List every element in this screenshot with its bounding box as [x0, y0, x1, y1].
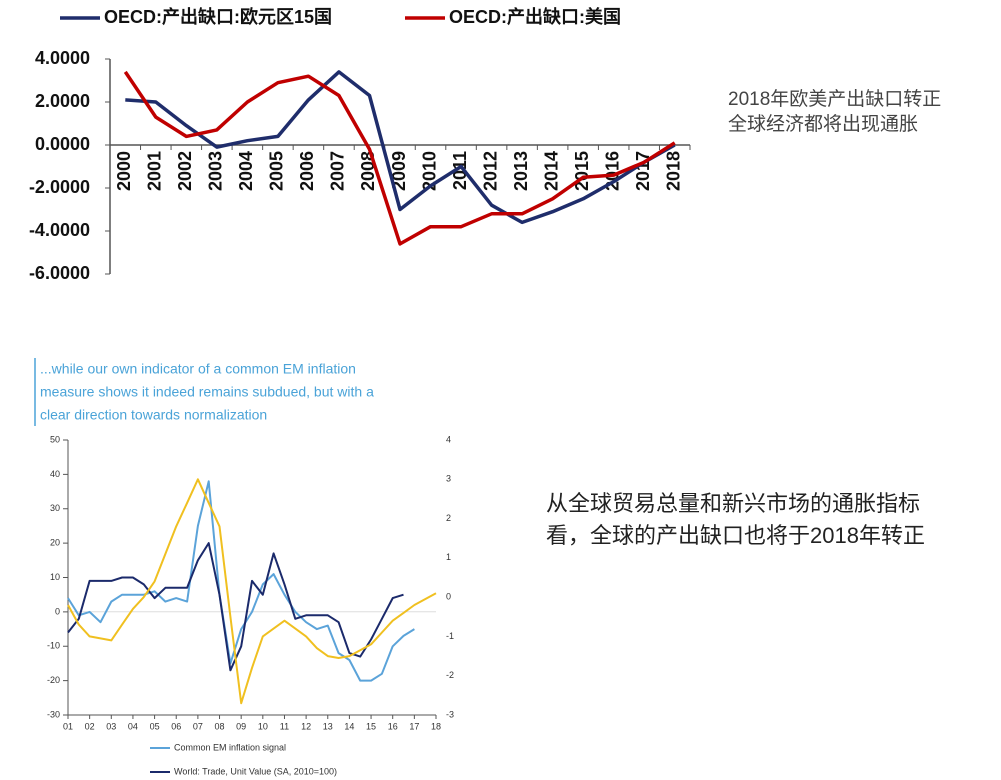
- series-line: [123, 70, 676, 246]
- series-line: [67, 478, 437, 705]
- x-tick-label: 11: [280, 721, 289, 731]
- y-tick-label: -20: [47, 675, 60, 685]
- x-tick-label: 06: [171, 721, 181, 731]
- series-line: [67, 542, 404, 672]
- subtitle: ...while our own indicator of a common E…: [40, 361, 356, 377]
- annotation: 从全球贸易总量和新兴市场的通胀指标: [546, 491, 920, 516]
- y2-tick-label: 0: [446, 592, 451, 602]
- x-tick-label: 2007: [328, 151, 348, 191]
- x-tick-label: 10: [258, 721, 268, 731]
- x-tick-label: 08: [215, 721, 225, 731]
- x-tick-label: 14: [344, 721, 354, 731]
- y2-tick-label: 2: [446, 513, 451, 523]
- y-tick-label: 0: [55, 606, 60, 616]
- x-tick-label: 04: [128, 721, 138, 731]
- y-tick-label: 0.0000: [35, 134, 90, 154]
- x-tick-label: 2011: [450, 151, 470, 190]
- x-tick-label: 2000: [114, 151, 134, 191]
- x-tick-label: 09: [236, 721, 246, 731]
- series-line: [125, 70, 676, 225]
- y-tick-label: 30: [50, 503, 60, 513]
- x-tick-label: 2012: [480, 151, 500, 191]
- y-tick-label: 40: [50, 469, 60, 479]
- legend-label: OECD:产出缺口:欧元区15国: [104, 6, 332, 27]
- y-tick-label: -4.0000: [29, 220, 90, 240]
- y-tick-label: 50: [50, 434, 60, 444]
- legend-label: World: Trade, Unit Value (SA, 2010=100): [174, 766, 337, 776]
- x-tick-label: 2002: [175, 151, 195, 191]
- x-tick-label: 2003: [206, 151, 226, 191]
- x-tick-label: 17: [409, 721, 419, 731]
- x-tick-label: 2004: [236, 151, 256, 191]
- y-tick-label: 10: [50, 572, 60, 582]
- y2-tick-label: 3: [446, 474, 451, 484]
- x-tick-label: 16: [388, 721, 398, 731]
- legend-label: OECD:产出缺口:美国: [449, 6, 621, 27]
- x-tick-label: 2018: [663, 151, 683, 191]
- x-tick-label: 2010: [419, 151, 439, 191]
- y-tick-label: 2.0000: [35, 91, 90, 111]
- x-tick-label: 01: [63, 721, 73, 731]
- y-tick-label: -30: [47, 709, 60, 719]
- x-tick-label: 18: [431, 721, 441, 731]
- x-tick-label: 2013: [511, 151, 531, 191]
- series-line: [67, 480, 415, 682]
- x-tick-label: 2006: [297, 151, 317, 191]
- y2-tick-label: -2: [446, 670, 454, 680]
- x-tick-label: 12: [301, 721, 311, 731]
- x-tick-label: 07: [193, 721, 203, 731]
- subtitle: clear direction towards normalization: [40, 407, 267, 423]
- y2-tick-label: -3: [446, 709, 454, 719]
- legend-label: Common EM inflation signal: [174, 742, 286, 752]
- x-tick-label: 05: [150, 721, 160, 731]
- x-tick-label: 2005: [267, 151, 287, 191]
- annotation: 全球经济都将出现通胀: [728, 113, 918, 135]
- subtitle: measure shows it indeed remains subdued,…: [40, 384, 374, 400]
- y2-tick-label: 4: [446, 434, 451, 444]
- x-tick-label: 13: [323, 721, 333, 731]
- y-tick-label: -2.0000: [29, 177, 90, 197]
- y-tick-label: -6.0000: [29, 263, 90, 283]
- x-tick-label: 2014: [541, 151, 561, 191]
- x-tick-label: 2001: [145, 151, 165, 191]
- y2-tick-label: -1: [446, 631, 454, 641]
- y2-tick-label: 1: [446, 552, 451, 562]
- x-tick-label: 02: [85, 721, 95, 731]
- y-tick-label: 20: [50, 538, 60, 548]
- y-tick-label: -10: [47, 641, 60, 651]
- annotation: 2018年欧美产出缺口转正: [728, 88, 941, 110]
- annotation: 看，全球的产出缺口也将于2018年转正: [546, 523, 925, 548]
- x-tick-label: 15: [366, 721, 376, 731]
- y-tick-label: 4.0000: [35, 48, 90, 68]
- x-tick-label: 03: [106, 721, 116, 731]
